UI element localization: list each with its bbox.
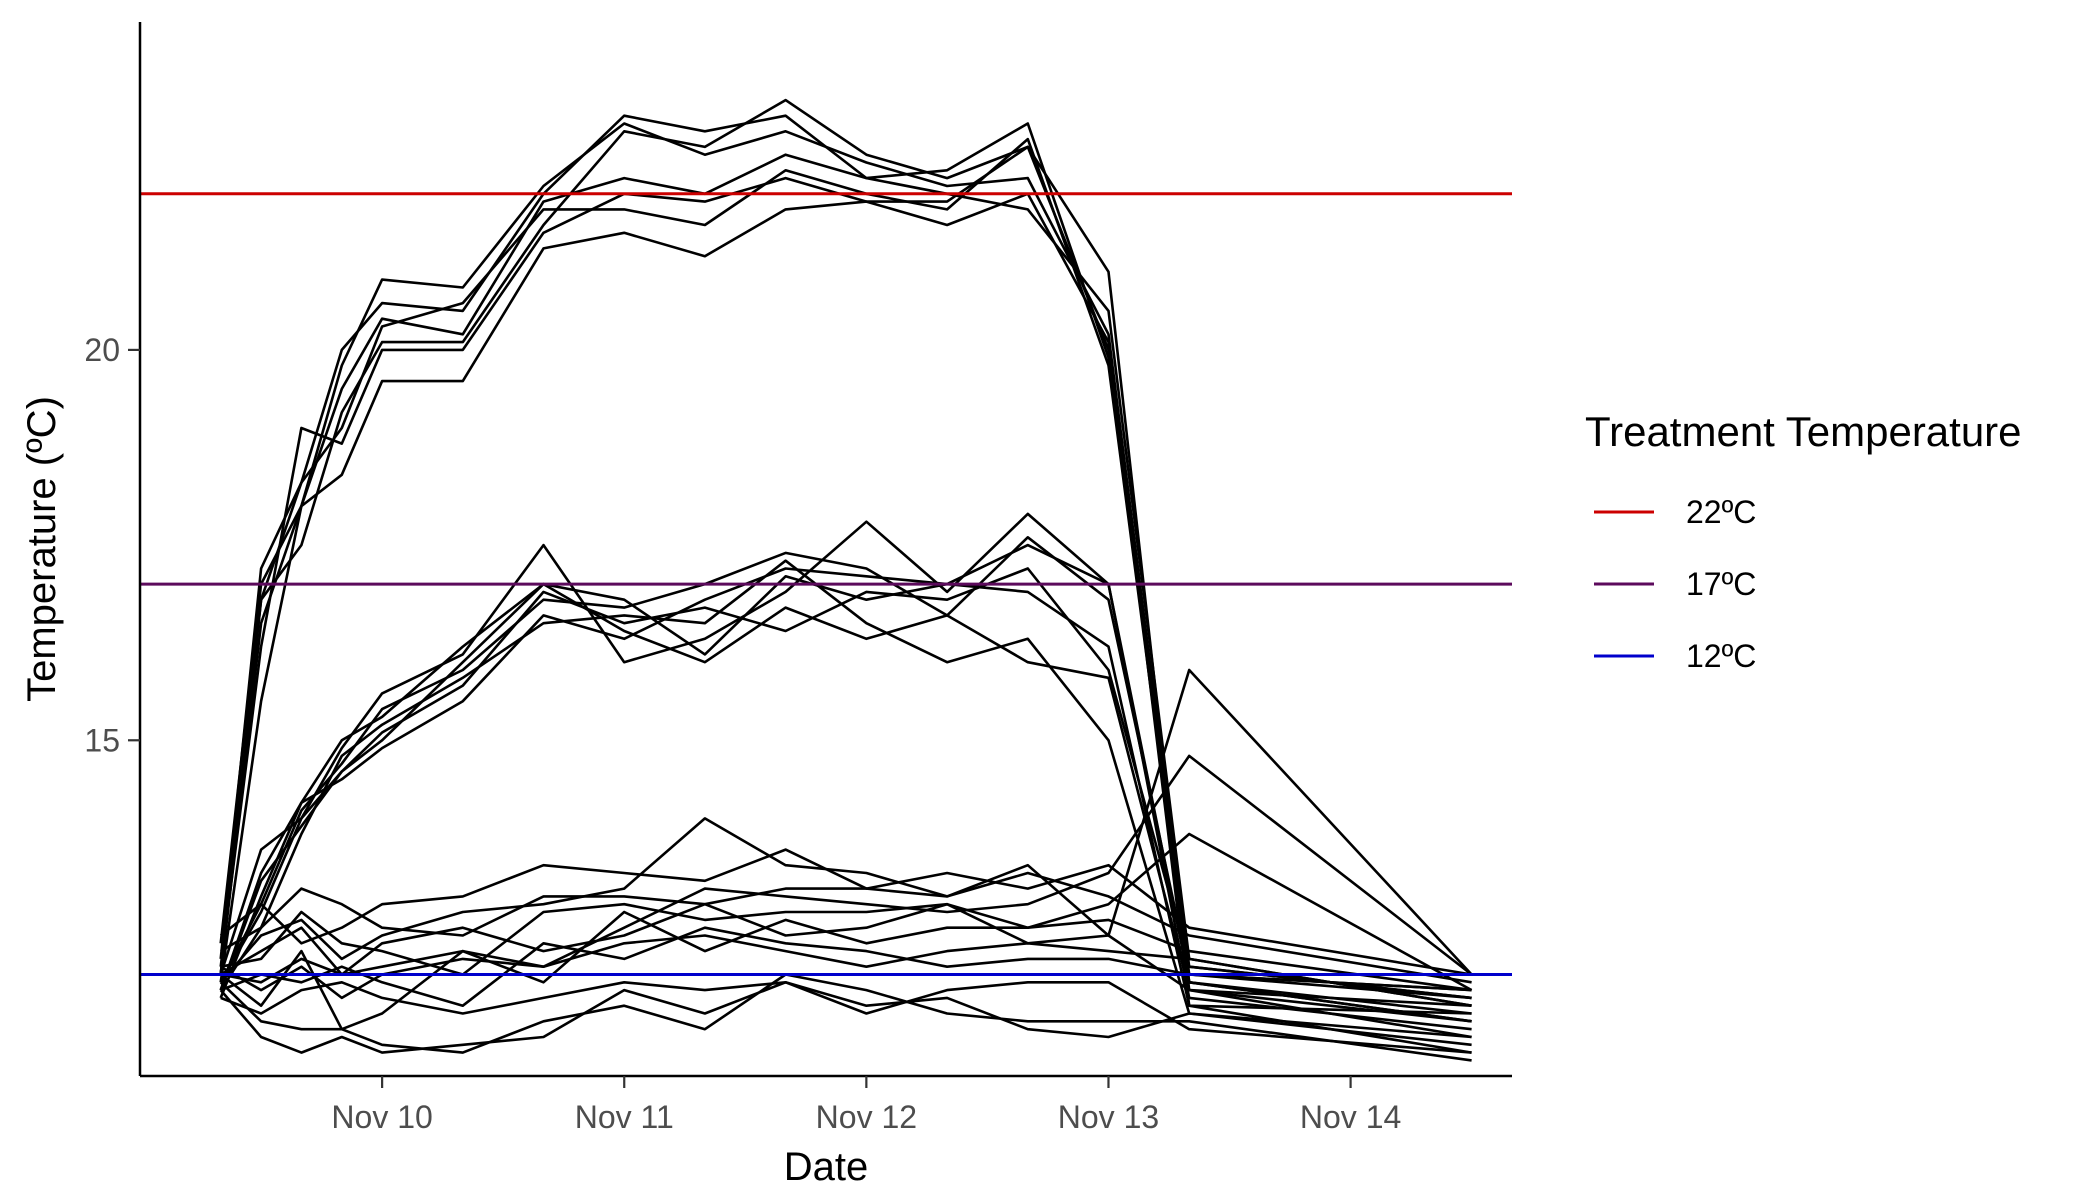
series-line-2 — [219, 122, 1472, 992]
series-line-12 — [219, 512, 1472, 1023]
series-line-10 — [219, 567, 1472, 1015]
series-line-9 — [219, 543, 1472, 1031]
x-tick-label: Nov 11 — [575, 1099, 674, 1135]
series-line-22 — [219, 817, 1472, 1023]
x-tick-label: Nov 12 — [816, 1099, 917, 1135]
series-line-1 — [219, 114, 1472, 1007]
series-line-16 — [219, 973, 1472, 1062]
series-line-18 — [220, 934, 1472, 1007]
series-line-24 — [219, 832, 1473, 1031]
series-line-13 — [219, 536, 1472, 992]
series-line-26 — [220, 668, 1473, 976]
series-line-14 — [219, 567, 1472, 1000]
series-line-20 — [220, 871, 1472, 984]
legend-title: Treatment Temperature — [1585, 408, 2022, 455]
series-line-3 — [219, 122, 1472, 1000]
series-line-4 — [219, 98, 1472, 1015]
series-line-21 — [219, 848, 1472, 976]
series-line-11 — [219, 582, 1472, 1007]
y-axis-title: Temperature (ºC) — [20, 396, 64, 702]
legend-entries: 22ºC 17ºC 12ºC — [1594, 494, 1756, 674]
x-axis-ticks: Nov 10 Nov 11 Nov 12 Nov 13 Nov 14 — [331, 1076, 1401, 1135]
legend-label-12: 12ºC — [1686, 638, 1756, 674]
treatment-reference-lines — [140, 192, 1512, 977]
legend-label-17: 17ºC — [1686, 566, 1756, 602]
x-tick-label: Nov 13 — [1058, 1099, 1159, 1135]
x-tick-label: Nov 14 — [1300, 1099, 1401, 1135]
series-line-6 — [219, 192, 1472, 1054]
series-line-19 — [220, 902, 1472, 992]
series-line-17 — [220, 981, 1472, 1054]
x-tick-label: Nov 10 — [331, 1099, 432, 1135]
legend-label-22: 22ºC — [1686, 494, 1756, 530]
y-tick-label: 20 — [84, 332, 120, 368]
legend: Treatment Temperature 22ºC 17ºC 12ºC — [1585, 408, 2022, 674]
series-line-5 — [219, 145, 1472, 1039]
series-line-15 — [219, 981, 1472, 1054]
series-line-25 — [220, 754, 1473, 1000]
series-lines — [219, 98, 1473, 1062]
series-line-7 — [219, 137, 1472, 1023]
x-axis-title: Date — [784, 1145, 869, 1189]
y-tick-label: 15 — [84, 722, 120, 758]
